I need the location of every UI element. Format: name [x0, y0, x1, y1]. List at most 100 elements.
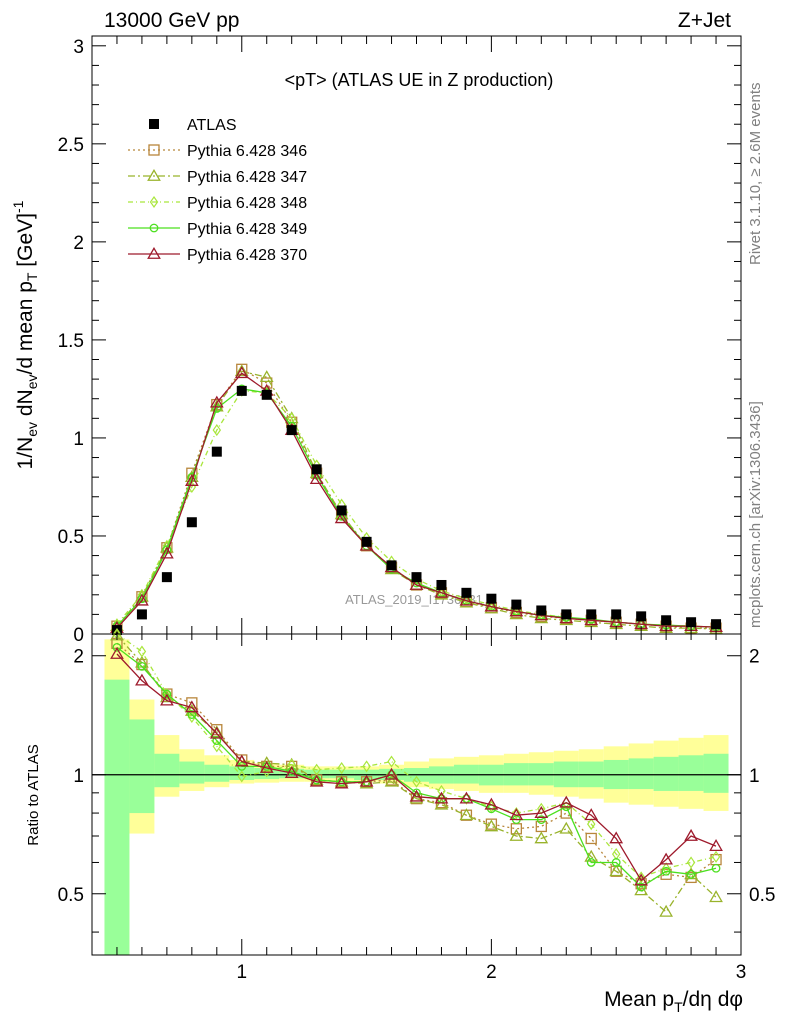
atlas-data-point — [136, 609, 147, 620]
ratio-point-5 — [709, 839, 723, 851]
svg-text:1/Nev dNev/d mean pT [GeV]-1: 1/Nev dNev/d mean pT [GeV]-1 — [10, 200, 40, 469]
legend-label: Pythia 6.428 346 — [187, 143, 307, 160]
ratio-point-4 — [112, 642, 122, 652]
atlas-data-point — [586, 609, 597, 620]
ratio-point-5 — [409, 789, 424, 802]
ratio-point-5 — [584, 808, 599, 821]
ratio-line-5 — [116, 653, 717, 882]
uncertainty-band-inner — [229, 766, 255, 780]
ratio-point-1 — [211, 724, 223, 736]
atlas-data-point — [536, 605, 547, 616]
ratio-point-2 — [484, 819, 499, 832]
legend-label: Pythia 6.428 370 — [187, 247, 307, 264]
header-process: Z+Jet — [678, 9, 731, 32]
ratio-point-4 — [536, 815, 546, 825]
atlas-data-point — [161, 572, 172, 583]
ratio-point-5 — [559, 795, 574, 808]
x-axis-label: Mean pT/dη dφ — [604, 988, 743, 1015]
legend-label: Pythia 6.428 347 — [187, 169, 307, 186]
ratio-point-3 — [711, 850, 721, 863]
ratio-point-4 — [686, 869, 696, 879]
atlas-data-point — [636, 611, 647, 622]
mcplots-label: mcplots.cern.ch [arXiv:1306.3436] — [747, 401, 764, 628]
ratio-point-5 — [484, 797, 499, 810]
series-point-5 — [135, 593, 149, 606]
ratio-y-tick-label: 0.5 — [58, 885, 84, 906]
ratio-point-2 — [434, 797, 449, 810]
series-point-5 — [459, 593, 474, 606]
ratio-point-5 — [659, 852, 673, 865]
atlas-data-point — [186, 517, 197, 528]
ratio-point-3 — [661, 862, 671, 875]
uncertainty-band-inner — [653, 756, 679, 791]
uncertainty-band-inner — [154, 753, 180, 788]
atlas-data-point — [211, 446, 222, 457]
series-point-2 — [234, 364, 249, 377]
ratio-point-3 — [362, 760, 371, 773]
ratio-point-5 — [135, 673, 149, 686]
legend-marker — [148, 144, 160, 156]
atlas-data-point — [411, 572, 422, 583]
y-tick-label: 0.5 — [58, 527, 84, 548]
ratio-y-tick-label: 1 — [73, 766, 84, 787]
series-point-5 — [209, 395, 224, 408]
ratio-point-4 — [137, 661, 147, 671]
chart-title: <pT> (ATLAS UE in Z production) — [285, 70, 554, 90]
ratio-point-2 — [559, 821, 574, 834]
ratio-point-2 — [709, 890, 723, 903]
ratio-y-tick-label-right: 0.5 — [749, 885, 775, 906]
ratio-point-3 — [537, 802, 546, 815]
ratio-point-4 — [162, 689, 172, 699]
x-tick-label: 3 — [736, 962, 747, 983]
series-point-5 — [160, 546, 174, 559]
ratio-point-5 — [334, 776, 349, 789]
series-point-2 — [259, 370, 274, 383]
atlas-data-point — [336, 505, 347, 516]
ratio-point-5 — [609, 831, 624, 844]
ratio-point-5 — [110, 646, 124, 659]
ratio-point-4 — [661, 866, 671, 876]
atlas-data-point — [311, 464, 322, 475]
ratio-point-3 — [312, 763, 321, 776]
ratio-point-2 — [384, 774, 399, 787]
legend-label: ATLAS — [187, 117, 237, 134]
atlas-data-point — [611, 609, 622, 620]
ratio-line-3 — [116, 633, 717, 879]
ratio-point-3 — [287, 758, 296, 771]
ratio-point-5 — [309, 774, 324, 787]
uncertainty-band-inner — [628, 758, 654, 790]
ratio-point-2 — [359, 776, 374, 789]
ratio-point-5 — [359, 774, 374, 787]
ratio-point-5 — [459, 791, 474, 804]
ratio-point-5 — [184, 700, 199, 713]
series-point-5 — [584, 613, 599, 626]
y-axis-label: 1/Nev dNev/d mean pT [GeV]-1 — [10, 200, 40, 469]
ratio-point-5 — [509, 808, 524, 821]
ratio-point-3 — [337, 761, 346, 775]
atlas-data-point — [511, 599, 522, 610]
ratio-point-5 — [634, 873, 649, 886]
ratio-point-5 — [434, 791, 449, 804]
legend: ATLAS Pythia 6.428 346 Pythia 6.428 347 Pyt… — [128, 117, 307, 264]
series-point-5 — [434, 585, 449, 598]
uncertainty-band-inner — [179, 761, 205, 784]
legend-marker — [149, 119, 159, 129]
series-point-5 — [409, 577, 424, 590]
uncertainty-band-inner — [204, 764, 230, 782]
ratio-point-2 — [459, 808, 474, 821]
uncertainty-band-inner — [254, 768, 280, 780]
uncertainty-band-inner — [678, 755, 704, 791]
ratio-point-3 — [387, 755, 396, 768]
ratio-point-4 — [586, 858, 596, 867]
ratio-point-5 — [384, 767, 399, 780]
ratio-point-3 — [137, 645, 147, 658]
series-line-5 — [116, 372, 717, 629]
atlas-data-point — [686, 617, 697, 628]
ratio-point-3 — [686, 856, 696, 869]
uncertainty-band-inner — [129, 719, 155, 814]
series-point-5 — [309, 472, 324, 485]
ratio-point-4 — [212, 736, 222, 746]
y-tick-label: 1 — [73, 429, 84, 450]
ratio-point-5 — [209, 726, 224, 739]
ratio-point-4 — [611, 858, 621, 867]
